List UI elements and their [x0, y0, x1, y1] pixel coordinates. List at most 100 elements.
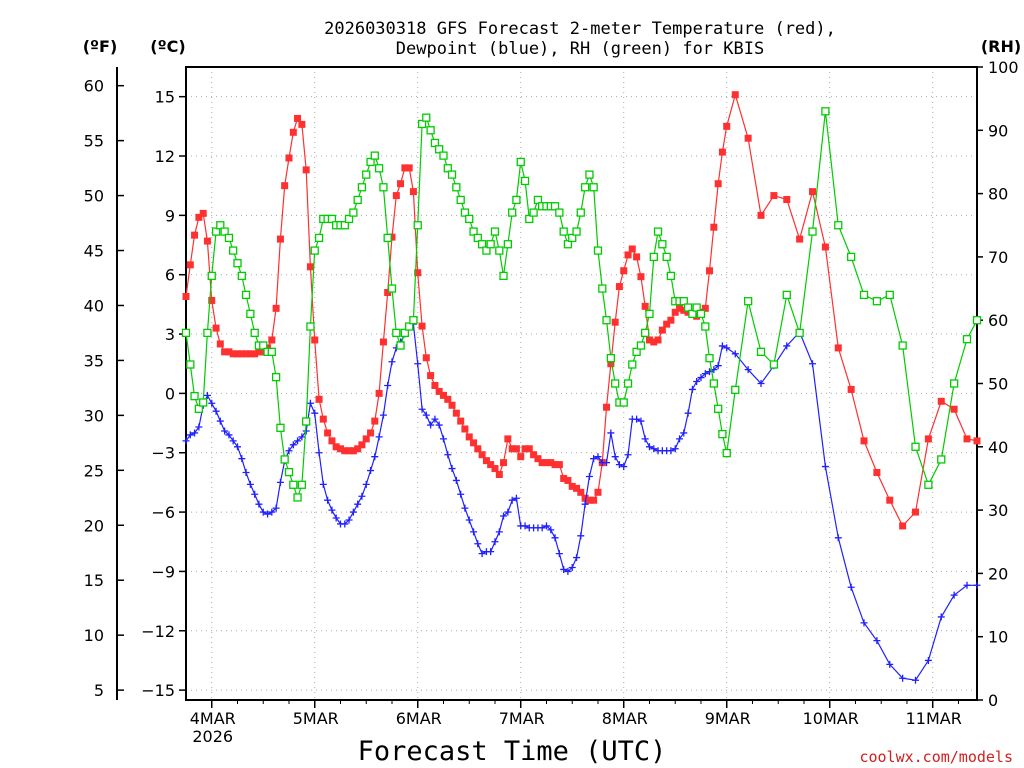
- data-point: [743, 297, 753, 306]
- fahrenheit-tick-label: 30: [84, 406, 104, 425]
- data-point: [246, 350, 254, 358]
- data-point: [182, 437, 190, 445]
- data-point: [667, 447, 675, 455]
- data-point: [731, 91, 739, 99]
- fahrenheit-tick-label: 55: [84, 132, 104, 151]
- data-point: [302, 417, 311, 426]
- data-point: [676, 435, 684, 443]
- data-point: [216, 417, 224, 425]
- data-point: [241, 290, 251, 300]
- data-point: [684, 409, 692, 417]
- data-point: [465, 214, 474, 224]
- data-point: [516, 157, 525, 167]
- data-point: [718, 429, 727, 439]
- data-point: [542, 522, 550, 530]
- data-point: [251, 350, 259, 358]
- data-point: [191, 231, 199, 239]
- plot-frame: [185, 66, 978, 701]
- data-point: [495, 528, 503, 536]
- data-point: [444, 451, 452, 459]
- data-point: [821, 107, 830, 116]
- data-point: [221, 427, 229, 435]
- x-tick-label: 9MAR: [705, 709, 751, 728]
- data-point: [259, 341, 268, 350]
- data-point: [693, 312, 701, 320]
- data-point: [473, 233, 482, 243]
- rh-unit-label: (RH): [981, 37, 1021, 56]
- data-point: [512, 494, 520, 502]
- data-point: [525, 214, 534, 224]
- data-point: [573, 554, 581, 562]
- data-point: [426, 126, 435, 135]
- data-point: [487, 548, 495, 556]
- data-point: [744, 134, 752, 142]
- data-point: [886, 496, 894, 504]
- data-point: [271, 373, 281, 382]
- data-point: [397, 180, 405, 188]
- data-point: [525, 445, 533, 453]
- data-point: [297, 480, 307, 489]
- data-point: [641, 302, 649, 310]
- data-point: [435, 387, 443, 395]
- data-point: [809, 188, 817, 196]
- fahrenheit-tick-label: 10: [84, 626, 104, 645]
- data-point: [636, 341, 646, 350]
- celsius-tick-label: 12: [155, 147, 175, 166]
- data-point: [491, 465, 499, 473]
- data-point: [504, 435, 512, 443]
- celsius-tick-label: −3: [151, 444, 175, 463]
- data-point: [474, 445, 482, 453]
- data-point: [568, 233, 577, 243]
- credit-link[interactable]: coolwx.com/models: [859, 748, 1013, 766]
- data-point: [186, 360, 195, 369]
- data-point: [259, 348, 267, 356]
- data-point: [611, 453, 619, 461]
- data-point: [199, 209, 207, 217]
- data-point: [585, 170, 594, 179]
- data-point: [242, 469, 250, 477]
- data-point: [500, 459, 508, 467]
- data-point: [221, 348, 229, 356]
- data-point: [357, 183, 367, 192]
- data-point: [251, 490, 259, 498]
- data-point: [379, 411, 387, 419]
- data-point: [701, 304, 709, 312]
- data-point: [783, 342, 791, 350]
- data-point: [628, 360, 637, 369]
- data-point: [581, 500, 589, 508]
- data-point: [602, 316, 611, 325]
- data-point: [645, 443, 653, 451]
- data-point: [443, 164, 452, 173]
- data-point: [696, 309, 706, 319]
- data-point: [598, 284, 607, 293]
- data-point: [676, 304, 684, 312]
- chart-title-line-1: 2026030318 GFS Forecast 2-meter Temperat…: [324, 19, 836, 39]
- data-point: [465, 433, 473, 441]
- data-point: [950, 591, 958, 599]
- data-point: [345, 447, 353, 455]
- data-point: [392, 192, 400, 200]
- data-point: [624, 251, 632, 259]
- data-point: [474, 540, 482, 548]
- data-point: [512, 445, 520, 453]
- data-point: [375, 433, 383, 441]
- data-point: [324, 429, 332, 437]
- data-point: [181, 328, 191, 338]
- data-point: [633, 253, 641, 261]
- data-point: [349, 447, 357, 455]
- data-point: [757, 380, 765, 387]
- data-point: [576, 208, 585, 217]
- data-point: [452, 409, 460, 417]
- data-point: [950, 405, 958, 413]
- data-point: [508, 208, 517, 217]
- data-point: [212, 324, 220, 332]
- data-point: [769, 360, 779, 369]
- data-point: [418, 405, 426, 413]
- data-point: [937, 455, 946, 464]
- data-point: [564, 567, 572, 575]
- data-point: [683, 303, 693, 312]
- data-point: [590, 455, 598, 463]
- data-point: [242, 350, 250, 358]
- data-point: [191, 429, 199, 437]
- data-point: [796, 235, 804, 243]
